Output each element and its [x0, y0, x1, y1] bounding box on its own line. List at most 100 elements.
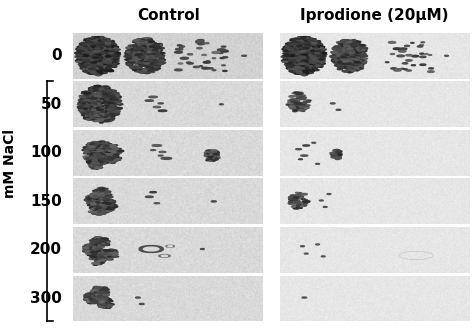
- Circle shape: [94, 203, 97, 204]
- Circle shape: [99, 89, 104, 90]
- Circle shape: [109, 251, 112, 252]
- Circle shape: [136, 47, 141, 48]
- Circle shape: [98, 246, 101, 247]
- Circle shape: [91, 250, 95, 251]
- Circle shape: [103, 300, 106, 301]
- Circle shape: [105, 208, 108, 209]
- Circle shape: [155, 50, 160, 51]
- Circle shape: [295, 67, 301, 68]
- Circle shape: [146, 64, 153, 65]
- Circle shape: [302, 202, 307, 204]
- Circle shape: [301, 37, 305, 38]
- Circle shape: [98, 119, 101, 120]
- Circle shape: [112, 100, 115, 101]
- Circle shape: [82, 149, 89, 151]
- Circle shape: [85, 113, 91, 115]
- Circle shape: [106, 46, 109, 47]
- Circle shape: [79, 108, 81, 109]
- Ellipse shape: [296, 149, 301, 150]
- Circle shape: [92, 143, 95, 144]
- Circle shape: [101, 300, 105, 301]
- Circle shape: [340, 61, 344, 62]
- Circle shape: [89, 62, 94, 63]
- Circle shape: [106, 42, 110, 43]
- Circle shape: [302, 49, 308, 51]
- Circle shape: [85, 297, 91, 298]
- Circle shape: [98, 157, 100, 158]
- Circle shape: [292, 51, 298, 53]
- Circle shape: [92, 149, 98, 150]
- Circle shape: [92, 152, 99, 153]
- Circle shape: [353, 59, 356, 60]
- Circle shape: [150, 52, 153, 53]
- Circle shape: [94, 254, 101, 255]
- Circle shape: [104, 153, 107, 154]
- Ellipse shape: [159, 151, 166, 153]
- Circle shape: [84, 58, 88, 59]
- Circle shape: [304, 203, 307, 204]
- Circle shape: [149, 71, 154, 72]
- Circle shape: [293, 196, 298, 198]
- Circle shape: [338, 157, 341, 158]
- Circle shape: [354, 41, 359, 43]
- Circle shape: [86, 244, 92, 246]
- Circle shape: [360, 45, 364, 46]
- Circle shape: [92, 146, 96, 147]
- Circle shape: [133, 45, 138, 47]
- Circle shape: [102, 304, 107, 306]
- Circle shape: [91, 71, 96, 72]
- Circle shape: [90, 203, 96, 204]
- Circle shape: [100, 203, 104, 204]
- Circle shape: [92, 47, 98, 49]
- Circle shape: [136, 48, 142, 50]
- Circle shape: [88, 48, 90, 49]
- Circle shape: [107, 242, 109, 243]
- Circle shape: [350, 56, 354, 57]
- Circle shape: [86, 159, 92, 160]
- Circle shape: [313, 69, 319, 71]
- Circle shape: [108, 209, 112, 210]
- Circle shape: [109, 96, 116, 97]
- Circle shape: [96, 245, 98, 246]
- Circle shape: [81, 58, 85, 59]
- Circle shape: [80, 46, 82, 47]
- Circle shape: [95, 248, 99, 249]
- Circle shape: [310, 56, 315, 57]
- Circle shape: [89, 199, 92, 200]
- Circle shape: [317, 47, 321, 48]
- Circle shape: [149, 46, 152, 47]
- Circle shape: [94, 260, 98, 261]
- Circle shape: [316, 55, 322, 56]
- Circle shape: [359, 65, 364, 66]
- Circle shape: [94, 157, 99, 158]
- Circle shape: [115, 63, 119, 64]
- Circle shape: [110, 91, 115, 92]
- Circle shape: [104, 154, 109, 155]
- Circle shape: [84, 115, 88, 116]
- Circle shape: [101, 160, 108, 162]
- Circle shape: [151, 68, 155, 69]
- Circle shape: [91, 252, 94, 253]
- Circle shape: [337, 43, 341, 44]
- Circle shape: [100, 105, 103, 106]
- Circle shape: [295, 44, 301, 45]
- Circle shape: [114, 101, 117, 102]
- Circle shape: [316, 244, 319, 245]
- Circle shape: [141, 61, 146, 62]
- Circle shape: [323, 53, 326, 54]
- Circle shape: [298, 61, 300, 62]
- Circle shape: [344, 53, 351, 55]
- Circle shape: [290, 99, 297, 100]
- Circle shape: [95, 149, 100, 150]
- Circle shape: [303, 72, 310, 74]
- Circle shape: [107, 207, 112, 208]
- Circle shape: [95, 244, 101, 246]
- Circle shape: [91, 48, 96, 49]
- Circle shape: [95, 242, 100, 243]
- Circle shape: [91, 107, 97, 108]
- Circle shape: [139, 66, 141, 67]
- Circle shape: [132, 45, 137, 46]
- Circle shape: [335, 65, 337, 66]
- Circle shape: [155, 57, 157, 58]
- Circle shape: [100, 245, 104, 246]
